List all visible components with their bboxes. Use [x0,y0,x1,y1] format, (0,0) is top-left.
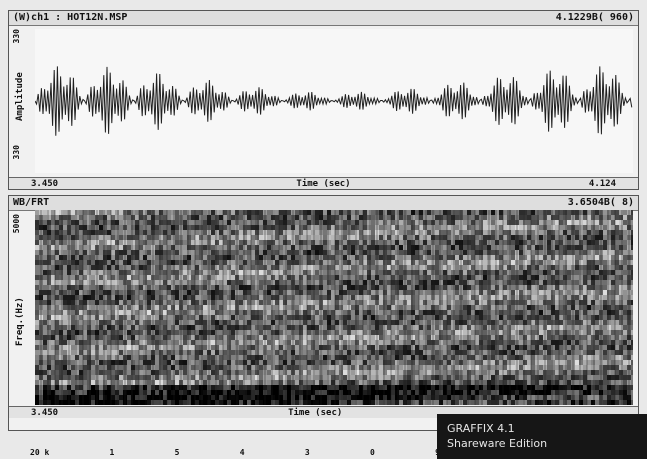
waveform-x-start: 3.450 [31,179,59,189]
spectrogram-x-label: Time (sec) [288,408,343,418]
spectrogram-x-start: 3.450 [31,408,59,418]
waveform-y-axis-label: Amplitude [15,72,25,121]
spectrogram-plot[interactable] [35,210,633,405]
waveform-plot[interactable] [35,29,633,173]
waveform-time-axis: 3.450 Time (sec) 4.124 [9,177,638,189]
waveform-trace [35,66,633,136]
badge-edition: Shareware Edition [447,437,548,450]
spectrogram-y-top-tick: 5000 [12,214,21,234]
spectrogram-y-axis-label: Freq.(Hz) [15,297,25,346]
spectrogram-title: WB/FRT [13,197,50,208]
spectrogram-titlebar: WB/FRT 3.6504B( 8) [9,196,638,211]
bottom-scale-label: 4 [239,448,245,457]
spectrogram-panel: WB/FRT 3.6504B( 8) 5000 Freq.(Hz) 3.450 … [8,195,639,431]
waveform-title: (W)ch1 : HOT12N.MSP [13,12,128,23]
waveform-y-bottom-tick: 330 [12,145,21,160]
spectrogram-image [35,210,633,405]
waveform-y-top-tick: 330 [12,29,21,44]
waveform-x-label: Time (sec) [296,179,351,189]
waveform-panel: (W)ch1 : HOT12N.MSP 4.1229B( 960) 330 Am… [8,10,639,190]
bottom-scale-label: 20 k [30,448,50,457]
bottom-scale-label: 5 [174,448,180,457]
waveform-x-end: 4.124 [588,179,616,189]
waveform-cursor-readout: 4.1229B( 960) [555,12,634,23]
spectrogram-cursor-readout: 3.6504B( 8) [567,197,634,208]
bottom-scale-label: 3 [304,448,310,457]
bottom-scale-label: 0 [369,448,375,457]
bottom-scale: 20 k 1 5 4 3 0 9 [30,448,440,457]
bottom-scale-label: 1 [109,448,115,457]
shareware-badge: GRAFFIX 4.1 Shareware Edition [437,414,647,459]
badge-product-name: GRAFFIX 4.1 [447,422,515,435]
waveform-titlebar: (W)ch1 : HOT12N.MSP 4.1229B( 960) [9,11,638,26]
